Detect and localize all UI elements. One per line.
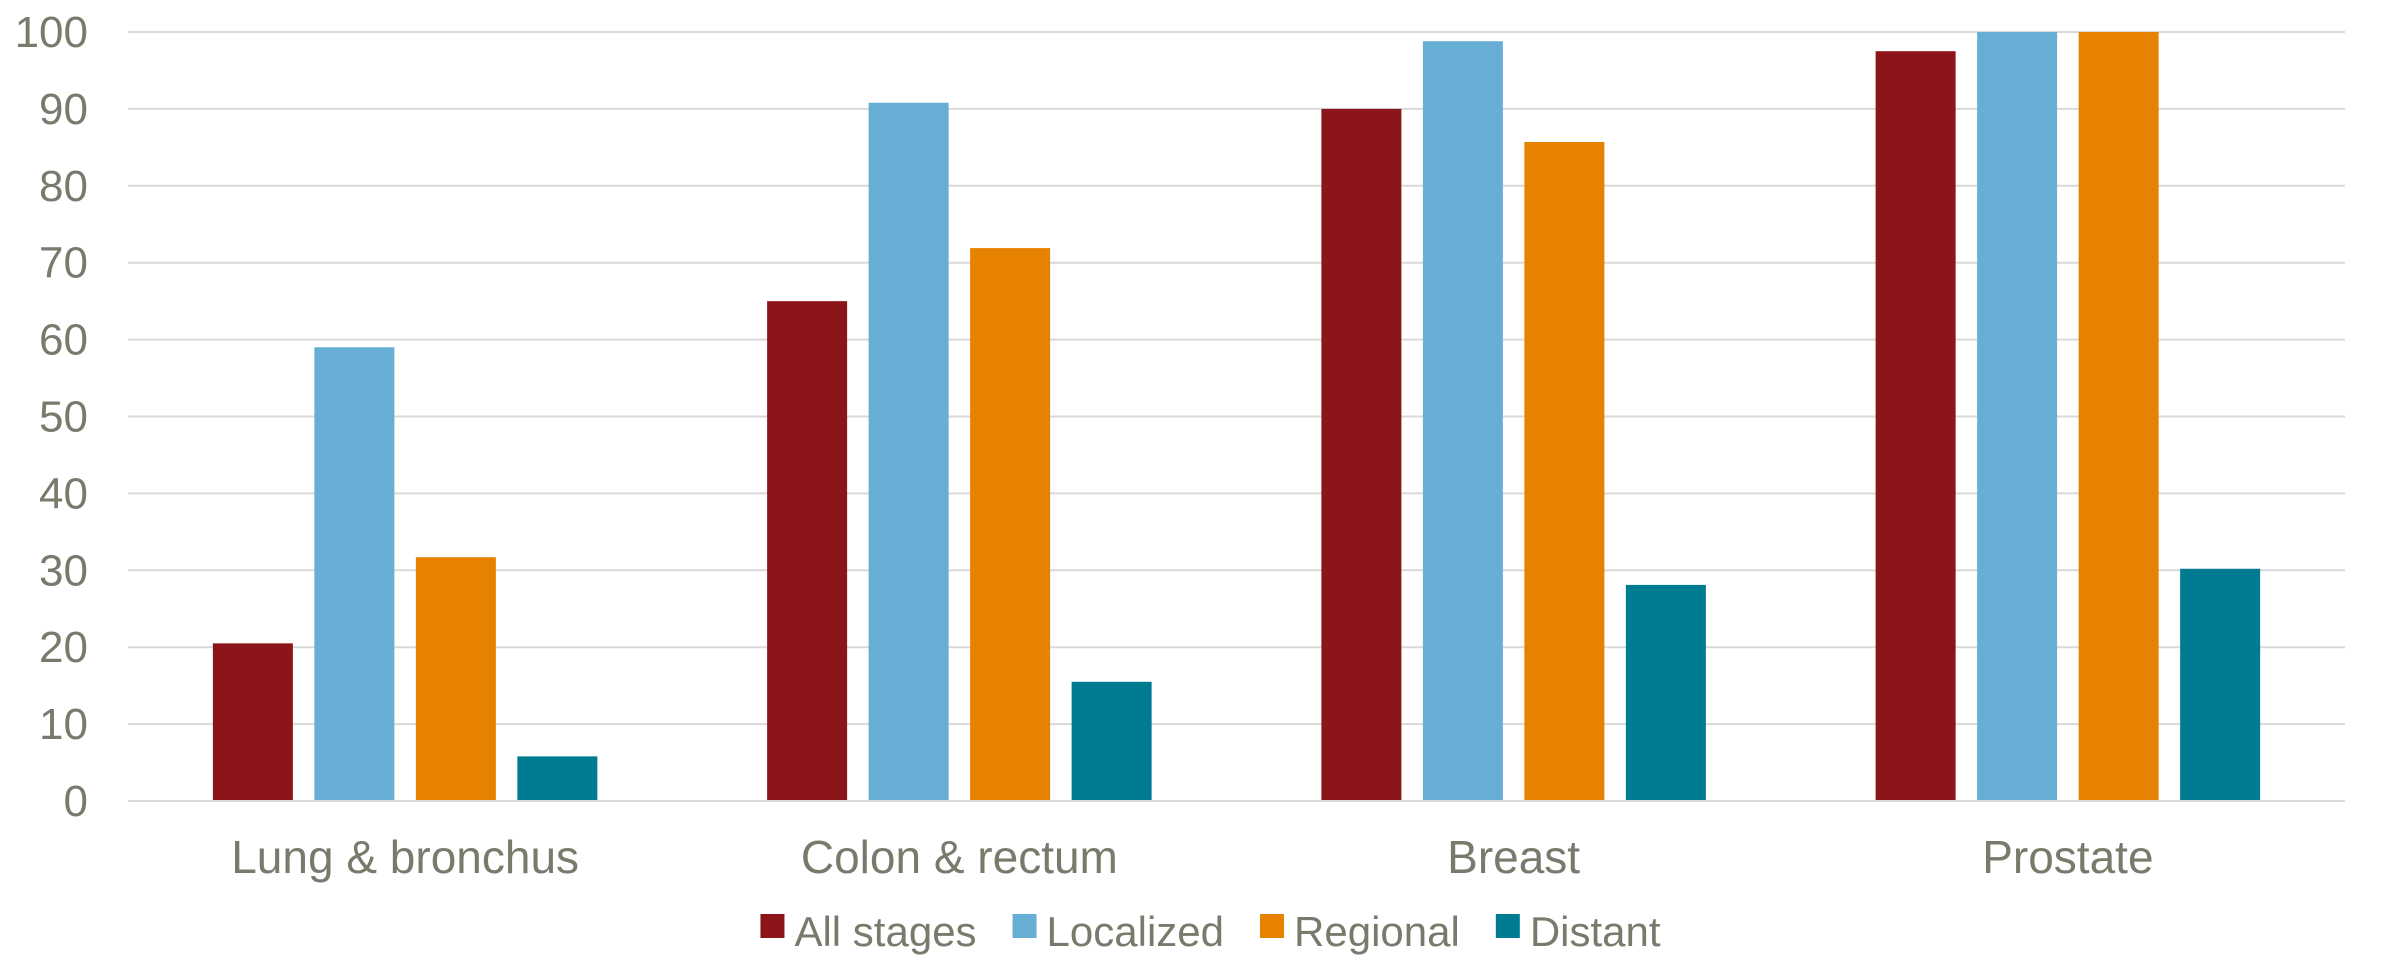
x-category-label: Lung & bronchus bbox=[231, 831, 579, 883]
x-category-label: Colon & rectum bbox=[801, 831, 1118, 883]
y-tick-label: 90 bbox=[39, 85, 88, 134]
bar-regional bbox=[970, 248, 1051, 802]
y-tick-label: 100 bbox=[15, 8, 88, 57]
y-tick-label: 0 bbox=[64, 777, 88, 826]
legend-label: Localized bbox=[1047, 908, 1224, 955]
y-axis-tick-labels: 0 10 20 30 40 50 60 70 80 90 100 bbox=[15, 8, 88, 826]
bar-all-stages bbox=[1875, 51, 1956, 802]
legend-label: Distant bbox=[1530, 908, 1661, 955]
y-tick-label: 20 bbox=[39, 623, 88, 672]
bar-localized bbox=[868, 102, 949, 802]
bar-localized bbox=[314, 347, 395, 801]
bar-distant bbox=[2180, 568, 2261, 801]
legend: All stages Localized Regional Distant bbox=[760, 908, 1661, 955]
legend-item: Distant bbox=[1495, 908, 1661, 955]
y-tick-label: 30 bbox=[39, 546, 88, 595]
legend-swatch bbox=[1495, 914, 1520, 938]
y-tick-label: 80 bbox=[39, 162, 88, 211]
gridlines bbox=[128, 31, 2345, 726]
bar-regional bbox=[1524, 141, 1605, 802]
y-tick-label: 40 bbox=[39, 469, 88, 518]
x-category-label: Breast bbox=[1447, 831, 1580, 883]
bar-localized bbox=[1422, 41, 1503, 801]
bar-distant bbox=[1625, 584, 1706, 801]
legend-swatch bbox=[1260, 914, 1285, 938]
y-tick-label: 10 bbox=[39, 700, 88, 749]
x-category-label: Prostate bbox=[1982, 831, 2153, 883]
x-axis-category-labels: Lung & bronchus Colon & rectum Breast Prost… bbox=[231, 831, 2153, 883]
bar-distant bbox=[517, 756, 598, 801]
legend-label: All stages bbox=[794, 908, 976, 955]
bar-distant bbox=[1071, 681, 1152, 801]
bar-all-stages bbox=[212, 643, 293, 801]
legend-item: All stages bbox=[760, 908, 977, 955]
legend-swatch bbox=[1012, 914, 1037, 938]
legend-item: Regional bbox=[1260, 908, 1460, 955]
bar-localized bbox=[1977, 32, 2058, 801]
bar-regional bbox=[2078, 32, 2159, 801]
y-tick-label: 60 bbox=[39, 316, 88, 365]
bar-all-stages bbox=[767, 301, 848, 801]
legend-item: Localized bbox=[1012, 908, 1224, 955]
bar-all-stages bbox=[1321, 108, 1402, 801]
y-tick-label: 50 bbox=[39, 393, 88, 442]
bars bbox=[212, 32, 2261, 802]
bar-regional bbox=[415, 557, 496, 801]
legend-swatch bbox=[760, 914, 785, 938]
y-tick-label: 70 bbox=[39, 239, 88, 288]
legend-label: Regional bbox=[1294, 908, 1460, 955]
